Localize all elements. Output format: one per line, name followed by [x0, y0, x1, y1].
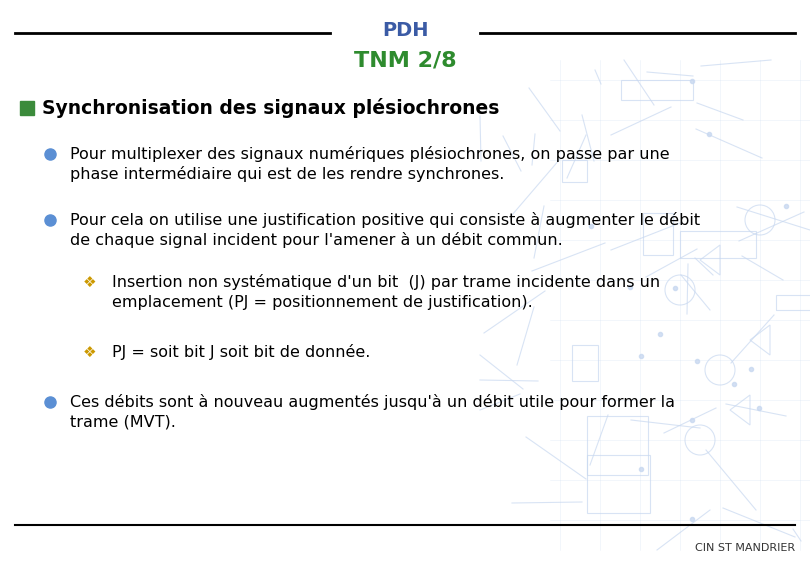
Text: TNM 2/8: TNM 2/8: [354, 50, 456, 70]
Text: Pour multiplexer des signaux numériques plésiochrones, on passe par une: Pour multiplexer des signaux numériques …: [70, 146, 670, 162]
Bar: [680, 231, 756, 258]
Text: PDH: PDH: [382, 21, 428, 39]
Text: CIN ST MANDRIER: CIN ST MANDRIER: [695, 543, 795, 553]
Bar: [562, 160, 587, 182]
Text: phase intermédiaire qui est de les rendre synchrones.: phase intermédiaire qui est de les rendr…: [70, 166, 505, 182]
Text: de chaque signal incident pour l'amener à un débit commun.: de chaque signal incident pour l'amener …: [70, 232, 563, 248]
Text: emplacement (PJ = positionnement de justification).: emplacement (PJ = positionnement de just…: [112, 295, 533, 310]
Text: Insertion non systématique d'un bit  (J) par trame incidente dans un: Insertion non systématique d'un bit (J) …: [112, 274, 660, 290]
Text: PJ = soit bit J soit bit de donnée.: PJ = soit bit J soit bit de donnée.: [112, 344, 370, 360]
Bar: [621, 80, 693, 100]
Text: Ces débits sont à nouveau augmentés jusqu'à un débit utile pour former la: Ces débits sont à nouveau augmentés jusq…: [70, 394, 675, 410]
Bar: [20, 101, 34, 115]
Bar: [587, 455, 650, 513]
Bar: [643, 213, 673, 255]
Bar: [776, 295, 810, 310]
Bar: [587, 416, 648, 475]
Text: Synchronisation des signaux plésiochrones: Synchronisation des signaux plésiochrone…: [42, 98, 500, 118]
Text: ❖: ❖: [83, 344, 97, 360]
Text: Pour cela on utilise une justification positive qui consiste à augmenter le débi: Pour cela on utilise une justification p…: [70, 212, 700, 228]
Bar: [572, 345, 598, 381]
Text: trame (MVT).: trame (MVT).: [70, 414, 176, 430]
Text: ❖: ❖: [83, 275, 97, 290]
